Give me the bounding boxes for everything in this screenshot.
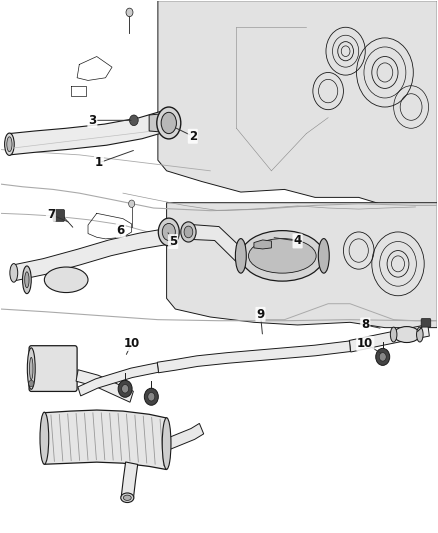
Ellipse shape xyxy=(181,222,196,242)
Polygon shape xyxy=(166,203,437,328)
FancyBboxPatch shape xyxy=(421,319,431,327)
Polygon shape xyxy=(78,363,159,396)
Ellipse shape xyxy=(417,327,423,342)
Text: 9: 9 xyxy=(256,308,265,321)
Ellipse shape xyxy=(157,107,181,139)
Ellipse shape xyxy=(162,418,171,470)
Circle shape xyxy=(379,353,386,361)
Circle shape xyxy=(126,8,133,17)
Ellipse shape xyxy=(390,327,397,342)
Text: 1: 1 xyxy=(95,156,103,169)
Circle shape xyxy=(28,380,34,386)
Circle shape xyxy=(148,392,155,401)
Ellipse shape xyxy=(5,133,14,156)
Ellipse shape xyxy=(161,112,177,134)
Ellipse shape xyxy=(235,239,246,273)
Ellipse shape xyxy=(318,239,329,273)
Ellipse shape xyxy=(22,266,31,294)
Text: 4: 4 xyxy=(293,235,302,247)
Polygon shape xyxy=(76,370,133,402)
Text: 5: 5 xyxy=(169,235,177,248)
Text: 7: 7 xyxy=(47,208,55,221)
Ellipse shape xyxy=(248,239,316,273)
Ellipse shape xyxy=(124,495,131,500)
Circle shape xyxy=(376,349,390,366)
Polygon shape xyxy=(191,224,244,262)
Ellipse shape xyxy=(394,327,420,343)
Circle shape xyxy=(145,388,158,405)
Polygon shape xyxy=(9,111,164,155)
Ellipse shape xyxy=(27,348,35,389)
Polygon shape xyxy=(149,114,173,133)
Circle shape xyxy=(129,200,135,207)
Ellipse shape xyxy=(241,231,324,281)
Circle shape xyxy=(122,384,129,393)
Ellipse shape xyxy=(29,358,33,379)
Ellipse shape xyxy=(162,223,175,240)
Ellipse shape xyxy=(7,137,12,152)
Polygon shape xyxy=(44,410,166,470)
Ellipse shape xyxy=(10,264,18,282)
Polygon shape xyxy=(158,1,437,205)
Ellipse shape xyxy=(158,218,179,246)
Text: 10: 10 xyxy=(357,337,373,350)
Ellipse shape xyxy=(25,272,29,288)
Ellipse shape xyxy=(40,412,49,464)
Circle shape xyxy=(118,380,132,397)
FancyBboxPatch shape xyxy=(29,346,77,391)
Polygon shape xyxy=(165,423,204,450)
Text: 6: 6 xyxy=(117,224,125,237)
FancyBboxPatch shape xyxy=(53,209,64,221)
Polygon shape xyxy=(349,325,429,352)
Ellipse shape xyxy=(44,267,88,293)
Text: 3: 3 xyxy=(88,114,96,127)
Polygon shape xyxy=(121,462,138,499)
Polygon shape xyxy=(157,341,350,373)
Polygon shape xyxy=(13,228,170,281)
Text: 8: 8 xyxy=(361,319,369,332)
Text: 10: 10 xyxy=(124,337,140,350)
Polygon shape xyxy=(254,240,272,249)
Text: 2: 2 xyxy=(189,130,197,143)
Circle shape xyxy=(130,115,138,126)
Ellipse shape xyxy=(184,226,193,238)
Ellipse shape xyxy=(121,493,134,503)
